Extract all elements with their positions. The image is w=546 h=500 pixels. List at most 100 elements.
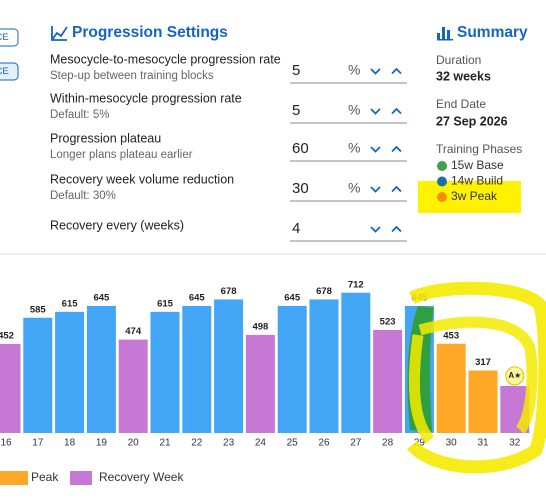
side-button-text[interactable]: ACE [0,66,9,77]
input-value[interactable]: 4 [292,220,300,237]
duration-label: Duration [436,53,481,67]
setting-label: Progression plateau [50,131,161,145]
x-tick-label: 18 [64,438,76,449]
value-label: 585 [30,304,47,315]
bar [118,339,148,433]
summary-icon [437,27,453,41]
input-value[interactable]: 60 [292,140,309,157]
input-value[interactable]: 5 [292,102,300,119]
side-button[interactable] [0,28,19,47]
side-button-text[interactable]: ACE [0,32,9,43]
decrement[interactable] [370,146,381,153]
chart: 452 16 585 17 615 18 645 19 474 20 615 21 645 22 678 23… [0,279,546,485]
setting-hint: Default: 5% [50,109,109,121]
value-label: 498 [252,321,268,332]
value-label: 452 [0,330,14,341]
scribble [408,316,538,444]
settings-title: Progression Settings [72,24,228,41]
bar [373,329,403,433]
input-unit: % [348,180,360,196]
value-label: 645 [93,292,110,303]
x-tick-label: 28 [382,438,394,449]
value-label: 474 [125,326,142,337]
legend-swatch [0,471,28,485]
legend-label: Recovery Week [99,470,184,484]
settings-rows: Mesocycle-to-mesocycle progression rate S… [50,52,407,242]
decrement[interactable] [370,108,381,115]
value-label: 615 [157,298,174,309]
value-label: 523 [380,316,396,327]
badge [505,366,525,386]
value-label: 712 [348,279,364,290]
setting-hint: Longer plans plateau earlier [50,149,193,161]
x-tick-label: 19 [96,438,108,449]
end-date-label: End Date [436,97,486,111]
x-tick-label: 24 [255,438,267,449]
bar [182,305,212,433]
phase-dot [437,192,447,202]
bar [150,311,180,433]
x-tick-label: 29 [414,438,426,449]
phase-name: 15w Base [451,158,504,172]
input-unit: % [348,62,360,78]
header-icon [51,26,67,41]
increment[interactable] [391,67,402,75]
increment[interactable] [391,185,402,193]
value-label: 678 [316,286,332,297]
x-tick-label: 22 [191,438,203,449]
x-tick-label: 23 [223,438,235,449]
x-tick-label: 21 [159,438,171,449]
phase-dot [437,161,447,171]
legend-label: Peak [31,470,59,484]
highlight [418,181,521,213]
end-date: 27 Sep 2026 [436,114,508,128]
bar [468,370,498,433]
x-tick-label: 20 [128,438,140,449]
bar [23,317,53,433]
bar [277,305,307,433]
setting-hint: Step-up between training blocks [50,70,214,82]
x-tick-label: 30 [446,438,458,449]
bar [245,334,275,433]
bar [214,299,244,433]
bar [309,299,339,433]
setting-label: Within-mesocycle progression rate [50,91,242,105]
phases-label: Training Phases [436,142,522,156]
input-value[interactable]: 30 [292,180,309,197]
value-label: 678 [221,286,237,297]
duration: 32 weeks [436,69,491,83]
x-tick-label: 16 [0,438,12,449]
input-unit: % [348,140,360,156]
x-tick-label: 25 [287,438,299,449]
value-label: 615 [62,298,79,309]
badge-text: A★ [508,371,521,380]
x-tick-label: 31 [477,438,489,449]
x-tick-label: 17 [32,438,44,449]
value-label: 453 [443,330,459,341]
value-label: 645 [189,292,206,303]
increment[interactable] [391,225,402,233]
decrement[interactable] [370,226,381,233]
setting-label: Recovery every (weeks) [50,218,184,232]
side-button[interactable] [0,62,19,81]
input-unit: % [348,102,360,118]
phase-dot [437,176,447,187]
increment[interactable] [391,145,402,153]
bar [436,343,466,433]
value-label: 317 [475,357,491,368]
setting-label: Mesocycle-to-mesocycle progression rate [50,52,281,66]
x-tick-label: 26 [318,438,330,449]
summary-title: Summary [457,24,528,41]
bar [341,292,371,433]
scribble [406,281,546,474]
increment[interactable] [391,107,402,115]
bar [0,343,21,433]
setting-hint: Default: 30% [50,190,116,202]
value-label: 645 [284,292,301,303]
decrement[interactable] [370,186,381,193]
decrement[interactable] [370,68,381,75]
input-value[interactable]: 5 [292,62,300,79]
